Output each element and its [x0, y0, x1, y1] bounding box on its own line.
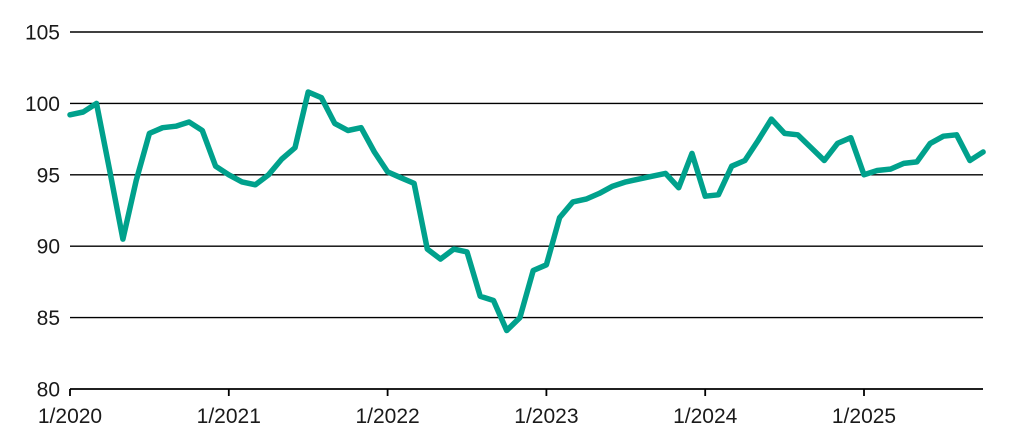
- y-axis-label: 95: [37, 164, 60, 187]
- x-axis-label: 1/2025: [832, 405, 896, 428]
- data-line: [67, 89, 986, 334]
- y-axis-label: 85: [37, 307, 60, 330]
- y-axis-label: 105: [25, 22, 60, 45]
- x-axis-label: 1/2024: [673, 405, 738, 428]
- y-axis-label: 80: [37, 379, 60, 402]
- x-axis-label: 1/2020: [38, 405, 102, 428]
- x-axis-label: 1/2022: [355, 405, 419, 428]
- y-axis-label: 100: [25, 93, 60, 116]
- y-axis-label: 90: [37, 236, 60, 259]
- x-axis-label: 1/2021: [197, 405, 261, 428]
- x-axis-label: 1/2023: [514, 405, 578, 428]
